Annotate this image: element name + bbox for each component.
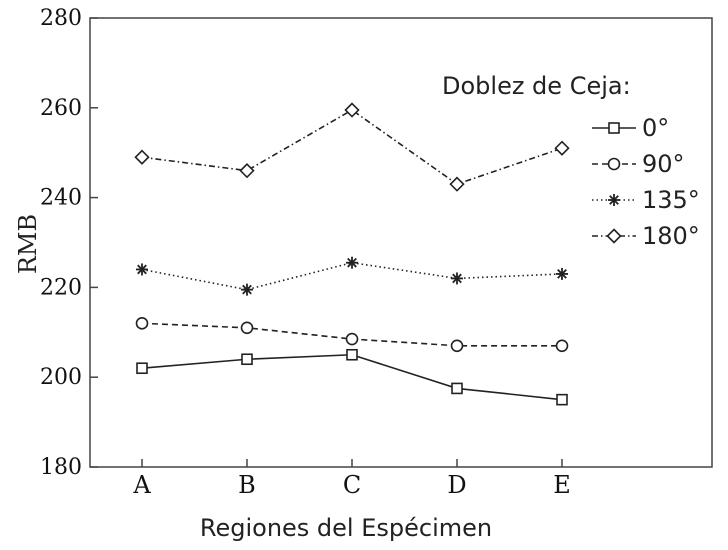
marker-square <box>136 362 148 375</box>
marker-diamond <box>449 176 465 192</box>
marker-circle <box>555 339 569 353</box>
y-ticks-group: 180 200 220 240 260 280 <box>40 6 98 480</box>
series-line <box>141 109 563 186</box>
marker-circle <box>135 317 149 330</box>
series-0 <box>136 348 568 406</box>
marker-asterisk-stroke <box>557 269 567 279</box>
legend-marker <box>606 228 622 244</box>
x-tick-label: C <box>343 471 361 499</box>
data-point <box>346 256 358 269</box>
legend-title: Doblez de Ceja: <box>442 72 631 100</box>
x-ticks-group: A B C D E <box>132 459 571 499</box>
marker-circle <box>450 339 464 353</box>
legend-label: 0° <box>642 114 669 142</box>
data-point <box>555 339 569 353</box>
legend-label: 135° <box>642 186 700 214</box>
legend: Doblez de Ceja: 0° 90° 135° 180° <box>442 72 700 250</box>
series-group <box>134 102 570 406</box>
data-point <box>135 317 149 330</box>
marker-square <box>346 348 358 361</box>
marker-square <box>556 393 568 406</box>
legend-label: 90° <box>642 150 685 178</box>
x-axis-title: Regiones del Espécimen <box>200 514 492 542</box>
legend-marker <box>608 194 620 206</box>
marker-circle <box>345 332 359 346</box>
marker-diamond <box>344 102 360 118</box>
legend-item: 90° <box>592 150 685 178</box>
marker-diamond <box>239 163 255 179</box>
y-tick-label: 240 <box>40 186 82 211</box>
plot-frame-group <box>89 17 713 468</box>
legend-label: 180° <box>642 222 700 250</box>
marker-asterisk-stroke <box>452 273 462 284</box>
data-point <box>451 382 463 395</box>
marker-diamond <box>554 140 570 156</box>
data-point <box>449 176 465 192</box>
y-axis-title: RMB <box>14 214 42 274</box>
data-point <box>556 267 568 280</box>
marker-diamond <box>606 228 622 244</box>
series-1 <box>135 317 569 353</box>
x-tick-label: B <box>238 471 256 499</box>
marker-diamond <box>134 149 150 165</box>
x-tick-label: D <box>447 471 466 499</box>
y-tick-label: 220 <box>40 275 82 300</box>
data-point <box>136 263 148 276</box>
data-point <box>346 348 358 361</box>
marker-asterisk-stroke <box>137 264 147 275</box>
y-tick-label: 180 <box>40 455 82 480</box>
series-line <box>141 353 563 401</box>
x-tick-label: A <box>132 471 151 499</box>
data-point <box>239 163 255 179</box>
plot-frame <box>89 17 713 468</box>
marker-asterisk-stroke <box>609 195 619 205</box>
data-point <box>240 321 254 335</box>
marker-asterisk-stroke <box>347 257 357 268</box>
legend-marker <box>607 157 621 171</box>
data-point <box>345 332 359 346</box>
legend-item: 180° <box>592 222 700 250</box>
data-point <box>451 272 463 285</box>
data-point <box>450 339 464 353</box>
y-tick-label: 200 <box>40 365 82 390</box>
data-point <box>344 102 360 118</box>
series-line <box>141 261 563 291</box>
data-point <box>241 353 253 366</box>
legend-item: 135° <box>592 186 700 214</box>
data-point <box>554 140 570 156</box>
legend-item: 0° <box>592 114 669 142</box>
data-point <box>136 362 148 375</box>
y-tick-label: 260 <box>40 96 82 121</box>
legend-marker <box>608 122 620 134</box>
series-3 <box>134 102 570 192</box>
marker-square <box>451 382 463 395</box>
marker-square <box>608 122 620 134</box>
data-point <box>134 149 150 165</box>
x-tick-label: E <box>553 471 571 499</box>
marker-circle <box>607 157 621 171</box>
legend-items: 0° 90° 135° 180° <box>592 114 700 250</box>
marker-circle <box>240 321 254 335</box>
marker-square <box>241 353 253 366</box>
y-tick-label: 280 <box>40 6 82 31</box>
series-2 <box>136 256 568 296</box>
marker-asterisk-stroke <box>242 284 252 295</box>
data-point <box>556 393 568 406</box>
data-point <box>241 283 253 296</box>
